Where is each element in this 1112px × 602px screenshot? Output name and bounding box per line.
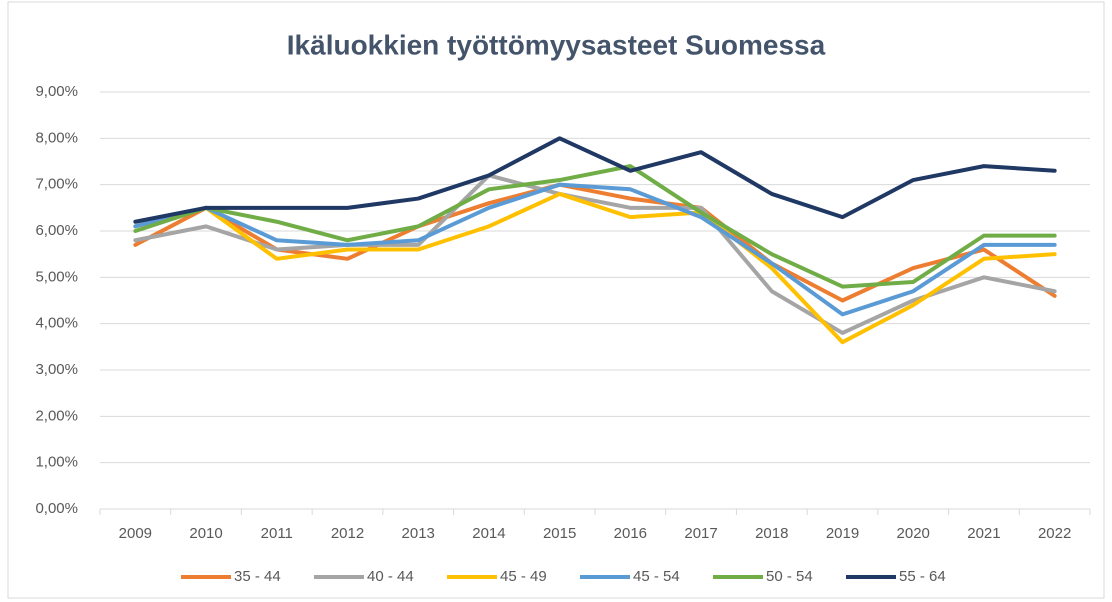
x-tick-label: 2021	[967, 525, 1000, 542]
chart-title: Ikäluokkien työttömyysasteet Suomessa	[287, 29, 826, 60]
legend-label: 55 - 64	[899, 568, 946, 585]
legend-label: 40 - 44	[367, 568, 414, 585]
y-tick-label: 9,00%	[35, 83, 78, 100]
series-line	[133, 182, 1057, 303]
y-tick-label: 0,00%	[35, 500, 78, 517]
series-line	[133, 182, 1057, 317]
legend-label: 45 - 54	[633, 568, 680, 585]
x-tick-label: 2009	[119, 525, 152, 542]
x-tick-label: 2013	[402, 525, 435, 542]
y-tick-label: 7,00%	[35, 176, 78, 193]
y-tick-label: 5,00%	[35, 268, 78, 285]
x-tick-label: 2017	[684, 525, 717, 542]
x-tick-label: 2015	[543, 525, 576, 542]
legend-label: 45 - 49	[500, 568, 547, 585]
legend-label: 50 - 54	[766, 568, 813, 585]
y-tick-label: 8,00%	[35, 129, 78, 146]
y-tick-label: 6,00%	[35, 222, 78, 239]
series-line	[133, 164, 1057, 289]
y-tick-label: 2,00%	[35, 407, 78, 424]
x-tick-label: 2010	[189, 525, 222, 542]
series-line	[133, 173, 1057, 335]
y-tick-label: 1,00%	[35, 454, 78, 471]
legend-label: 35 - 44	[234, 568, 281, 585]
x-tick-label: 2011	[261, 525, 293, 542]
y-tick-label: 4,00%	[35, 315, 78, 332]
series-line	[133, 136, 1057, 224]
x-tick-label: 2019	[826, 525, 859, 542]
x-tick-label: 2020	[897, 525, 930, 542]
x-tick-label: 2016	[614, 525, 647, 542]
series-line	[133, 191, 1057, 345]
x-tick-label: 2022	[1038, 525, 1071, 542]
x-tick-label: 2018	[755, 525, 788, 542]
x-tick-label: 2014	[472, 525, 505, 542]
x-tick-label: 2012	[331, 525, 364, 542]
y-tick-label: 3,00%	[35, 361, 78, 378]
